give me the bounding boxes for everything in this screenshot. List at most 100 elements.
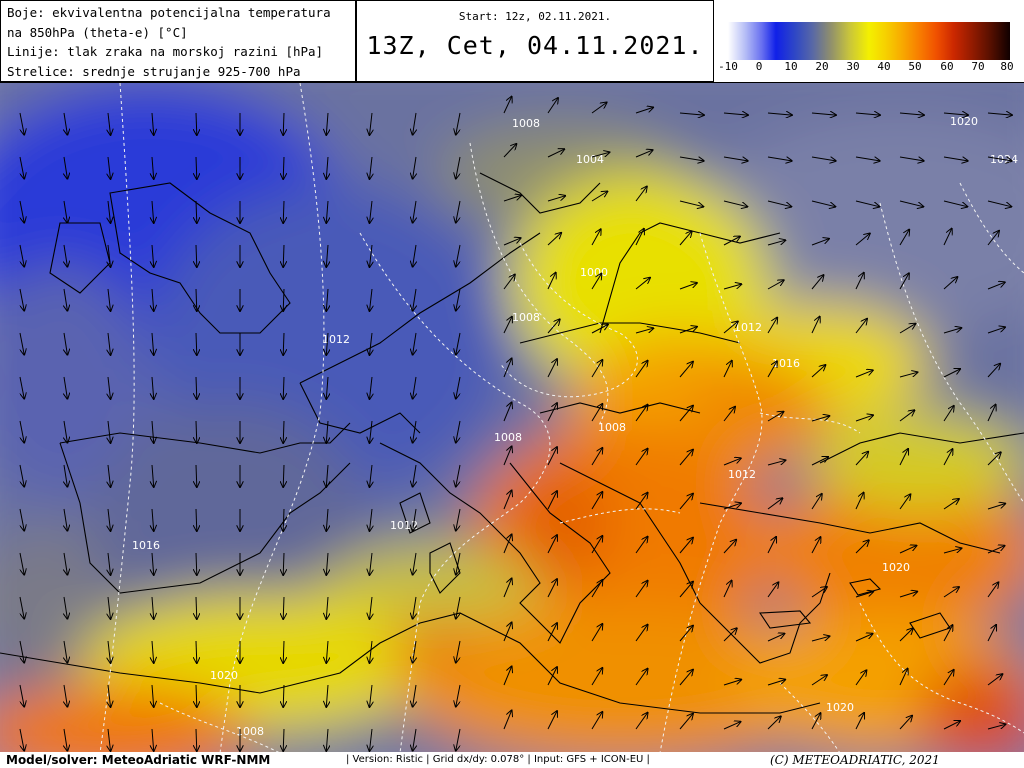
wind-arrow: [283, 684, 284, 707]
wind-arrow: [456, 288, 461, 311]
wind-arrow: [943, 369, 960, 378]
wind-arrow: [370, 112, 373, 135]
wind-arrow: [635, 187, 647, 202]
wind-arrow: [635, 107, 653, 114]
wind-arrow: [635, 669, 648, 686]
wind-arrow: [326, 156, 328, 179]
wind-arrow: [456, 728, 461, 751]
wind-arrow: [196, 640, 197, 663]
wind-arrow: [108, 244, 111, 267]
wind-arrow: [413, 244, 416, 267]
wind-arrow: [723, 361, 732, 378]
wind-arrow: [723, 322, 738, 334]
wind-arrow: [547, 623, 557, 642]
wind-arrow: [811, 587, 827, 598]
wind-arrow: [326, 596, 328, 619]
wind-arrow: [413, 288, 416, 311]
wind-arrow: [370, 420, 373, 443]
wind-arrow: [503, 491, 512, 510]
wind-arrow: [547, 319, 560, 334]
wind-arrow: [370, 552, 373, 575]
wind-arrow: [64, 420, 67, 443]
wind-arrow: [767, 498, 782, 510]
wind-arrow: [635, 328, 653, 334]
wind-arrow: [811, 200, 835, 207]
legend-line-level: na 850hPa (theta-e) [°C]: [7, 24, 188, 40]
wind-arrow: [152, 332, 154, 355]
wind-arrow: [943, 157, 968, 161]
wind-arrow: [767, 460, 785, 466]
wind-arrow: [283, 244, 284, 267]
wind-arrow: [635, 278, 650, 290]
wind-arrow: [196, 332, 197, 355]
wind-arrow: [679, 113, 704, 115]
wind-arrow: [855, 634, 873, 642]
isobar-label: 1008: [598, 421, 626, 434]
wind-arrow: [943, 406, 954, 422]
wind-arrow: [152, 596, 154, 619]
wind-arrow: [679, 327, 697, 334]
wind-arrow: [987, 724, 1005, 730]
colorbar-tick: 10: [784, 60, 798, 73]
wind-arrow: [635, 537, 648, 554]
wind-arrow: [503, 711, 512, 730]
wind-arrow: [899, 372, 917, 378]
wind-arrow: [591, 404, 602, 422]
wind-arrow: [108, 728, 111, 751]
wind-arrow: [855, 200, 879, 207]
wind-arrow: [855, 113, 880, 115]
wind-arrow: [19, 508, 24, 531]
isobar-label: 1004: [576, 153, 604, 166]
wind-arrow: [196, 156, 197, 179]
wind-arrow: [152, 552, 154, 575]
wind-arrow: [899, 200, 923, 207]
wind-arrow: [943, 587, 959, 598]
wind-arrow: [767, 361, 777, 378]
wind-arrow: [108, 156, 111, 179]
wind-arrow: [19, 200, 24, 223]
wind-arrow: [987, 113, 1012, 115]
colorbar-tick: 70: [971, 60, 985, 73]
wind-arrow: [64, 552, 67, 575]
wind-arrow: [811, 157, 836, 161]
wind-arrow: [196, 288, 197, 311]
colorbar-tick: 20: [815, 60, 829, 73]
footer: Model/solver: MeteoAdriatic WRF-NMM | Ve…: [0, 752, 1024, 768]
wind-arrow: [413, 684, 416, 707]
wind-arrow: [283, 376, 284, 399]
wind-arrow: [326, 508, 328, 531]
colorbar-ticks: -10 0 10 20 30 40 50 60 70 80: [714, 60, 1024, 78]
wind-arrow: [723, 200, 747, 207]
wind-arrow: [987, 625, 996, 642]
wind-arrow: [679, 714, 693, 730]
wind-arrow: [723, 680, 741, 686]
wind-arrow: [326, 420, 328, 443]
wind-arrow: [899, 628, 913, 642]
wind-arrow: [283, 464, 284, 487]
wind-arrow: [196, 596, 197, 619]
wind-arrow: [855, 415, 873, 422]
isobar-label: 1008: [494, 431, 522, 444]
wind-arrow: [943, 625, 953, 642]
wind-arrow: [283, 288, 284, 311]
wind-arrow: [108, 112, 111, 135]
wind-arrow: [370, 376, 373, 399]
wind-arrow: [152, 464, 154, 487]
wind-arrow: [413, 640, 416, 663]
wind-arrow: [899, 230, 909, 246]
wind-arrow: [767, 582, 778, 598]
wind-arrow: [591, 712, 602, 730]
weather-map: 1008 1004 1000 1008 1012 1012 1016 1020 …: [0, 82, 1024, 752]
wind-arrow: [108, 508, 111, 531]
wind-arrow: [811, 636, 829, 642]
wind-arrow: [591, 536, 602, 554]
wind-arrow: [899, 157, 924, 161]
isobar-label: 1008: [236, 725, 264, 738]
wind-arrow: [591, 668, 602, 686]
colorbar-tick: 80: [1000, 60, 1014, 73]
wind-arrow: [370, 288, 373, 311]
wind-arrow: [152, 112, 154, 135]
wind-arrow: [413, 596, 416, 619]
wind-arrow: [987, 582, 998, 598]
footer-meta: | Version: Ristic | Grid dx/dy: 0.078° |…: [346, 754, 650, 765]
